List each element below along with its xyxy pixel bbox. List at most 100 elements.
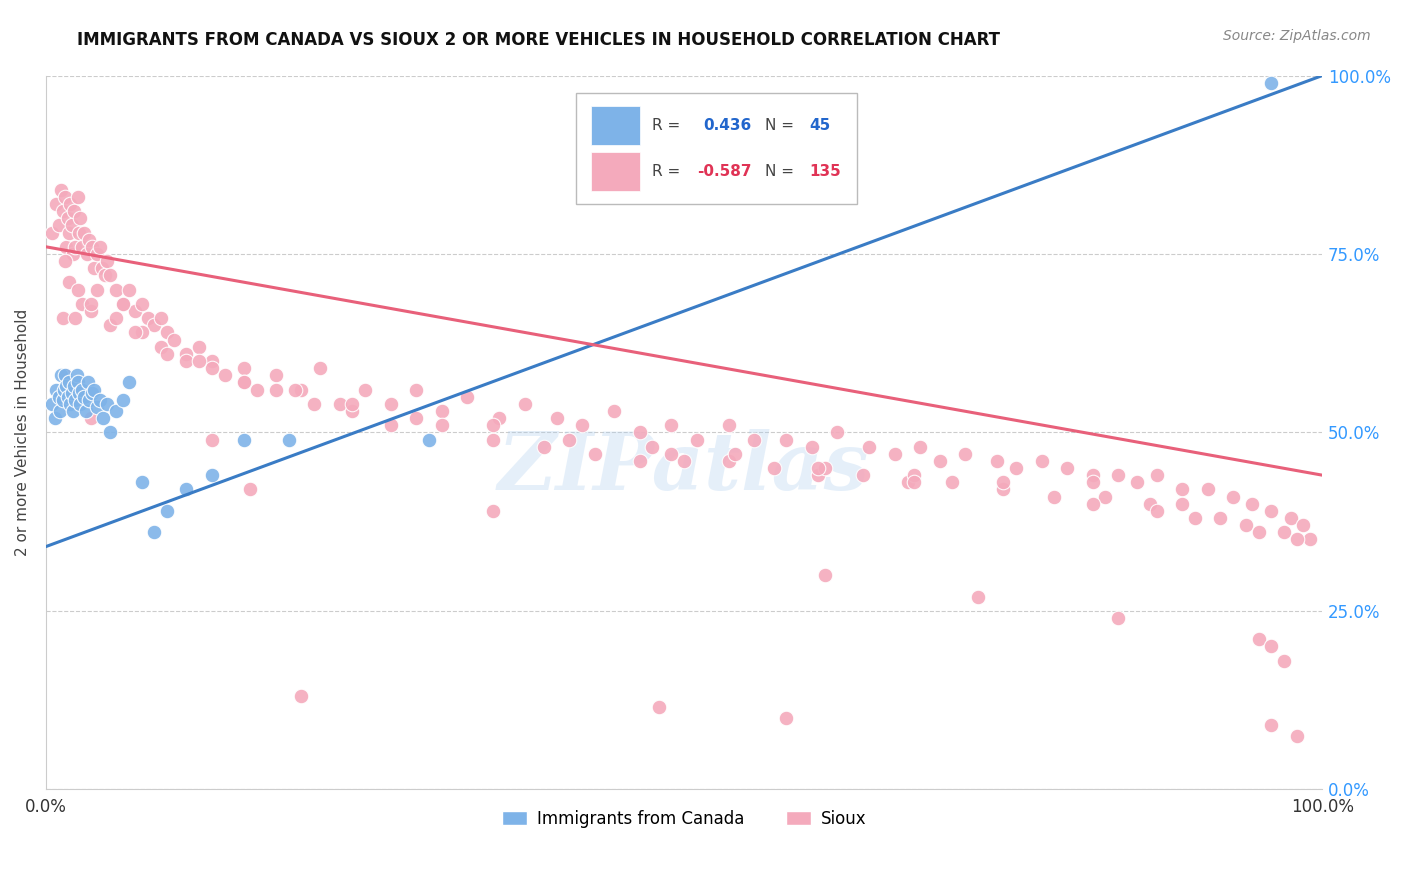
Point [45, 383, 67, 397]
Point [65, 393, 87, 408]
Point [546, 411, 568, 425]
Point [51, 368, 73, 383]
Point [56, 211, 79, 226]
Point [661, 447, 683, 461]
Text: Source: ZipAtlas.com: Source: ZipAtlas.com [1223, 29, 1371, 43]
Point [118, 376, 141, 390]
Point [156, 504, 179, 518]
Point [1260, 640, 1282, 654]
Point [70, 297, 93, 311]
Point [105, 404, 128, 418]
Point [953, 447, 976, 461]
Point [641, 440, 664, 454]
Point [342, 397, 364, 411]
Point [814, 568, 837, 582]
Point [58, 226, 80, 240]
Point [1171, 497, 1194, 511]
Point [98, 318, 121, 333]
Point [1209, 511, 1232, 525]
Point [66, 383, 89, 397]
Point [131, 297, 153, 311]
Point [63, 204, 86, 219]
Point [583, 447, 606, 461]
Point [883, 447, 905, 461]
Point [89, 240, 111, 254]
Point [75, 404, 97, 418]
Point [380, 397, 402, 411]
Point [53, 254, 76, 268]
Point [73, 226, 96, 240]
Point [56, 390, 79, 404]
Point [201, 468, 224, 483]
Point [86, 283, 108, 297]
Point [124, 326, 146, 340]
Point [48, 390, 70, 404]
Point [49, 404, 72, 418]
Point [79, 304, 101, 318]
Text: N =: N = [765, 164, 793, 179]
Text: -0.587: -0.587 [697, 164, 751, 179]
Point [717, 454, 740, 468]
Point [1260, 504, 1282, 518]
Point [1171, 483, 1194, 497]
Point [1222, 490, 1244, 504]
Point [70, 383, 93, 397]
Point [48, 219, 70, 233]
Point [1279, 511, 1302, 525]
Point [513, 397, 536, 411]
Point [1081, 468, 1104, 483]
Text: 0.436: 0.436 [703, 118, 752, 133]
Point [309, 361, 332, 376]
Point [66, 283, 89, 297]
Point [858, 440, 880, 454]
Point [69, 397, 91, 411]
Point [775, 711, 797, 725]
Point [214, 368, 236, 383]
Point [290, 383, 312, 397]
Point [98, 268, 121, 283]
Point [83, 383, 105, 397]
Text: ZIPatlas: ZIPatlas [498, 429, 870, 507]
Point [232, 376, 254, 390]
Point [105, 311, 128, 326]
Point [96, 254, 118, 268]
Text: R =: R = [652, 118, 681, 133]
Point [1081, 475, 1104, 490]
Point [800, 440, 823, 454]
Point [284, 383, 307, 397]
Point [51, 393, 73, 408]
Point [156, 347, 179, 361]
Point [302, 397, 325, 411]
Point [65, 240, 87, 254]
Point [79, 233, 101, 247]
Point [188, 340, 211, 354]
Point [1081, 497, 1104, 511]
Point [59, 197, 82, 211]
Point [264, 368, 287, 383]
Point [232, 433, 254, 447]
Point [131, 326, 153, 340]
Point [66, 376, 89, 390]
Point [277, 433, 299, 447]
Point [232, 361, 254, 376]
Point [628, 454, 651, 468]
Point [93, 411, 115, 425]
Point [67, 386, 90, 401]
Point [67, 226, 90, 240]
Point [405, 411, 427, 425]
Point [59, 397, 82, 411]
Point [51, 183, 73, 197]
FancyBboxPatch shape [575, 94, 856, 204]
Point [79, 297, 101, 311]
Point [1272, 525, 1295, 540]
Point [628, 425, 651, 440]
Point [993, 475, 1015, 490]
Point [717, 418, 740, 433]
Point [1126, 475, 1149, 490]
Point [456, 390, 478, 404]
Point [1241, 497, 1264, 511]
Point [58, 276, 80, 290]
Point [1005, 461, 1028, 475]
Point [558, 433, 581, 447]
Point [1292, 518, 1315, 533]
